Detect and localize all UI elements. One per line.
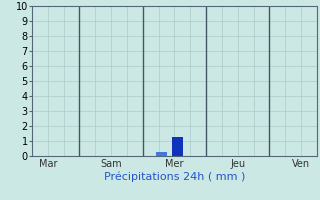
Bar xyxy=(156,152,167,156)
Bar xyxy=(172,137,183,156)
X-axis label: Précipitations 24h ( mm ): Précipitations 24h ( mm ) xyxy=(104,172,245,182)
